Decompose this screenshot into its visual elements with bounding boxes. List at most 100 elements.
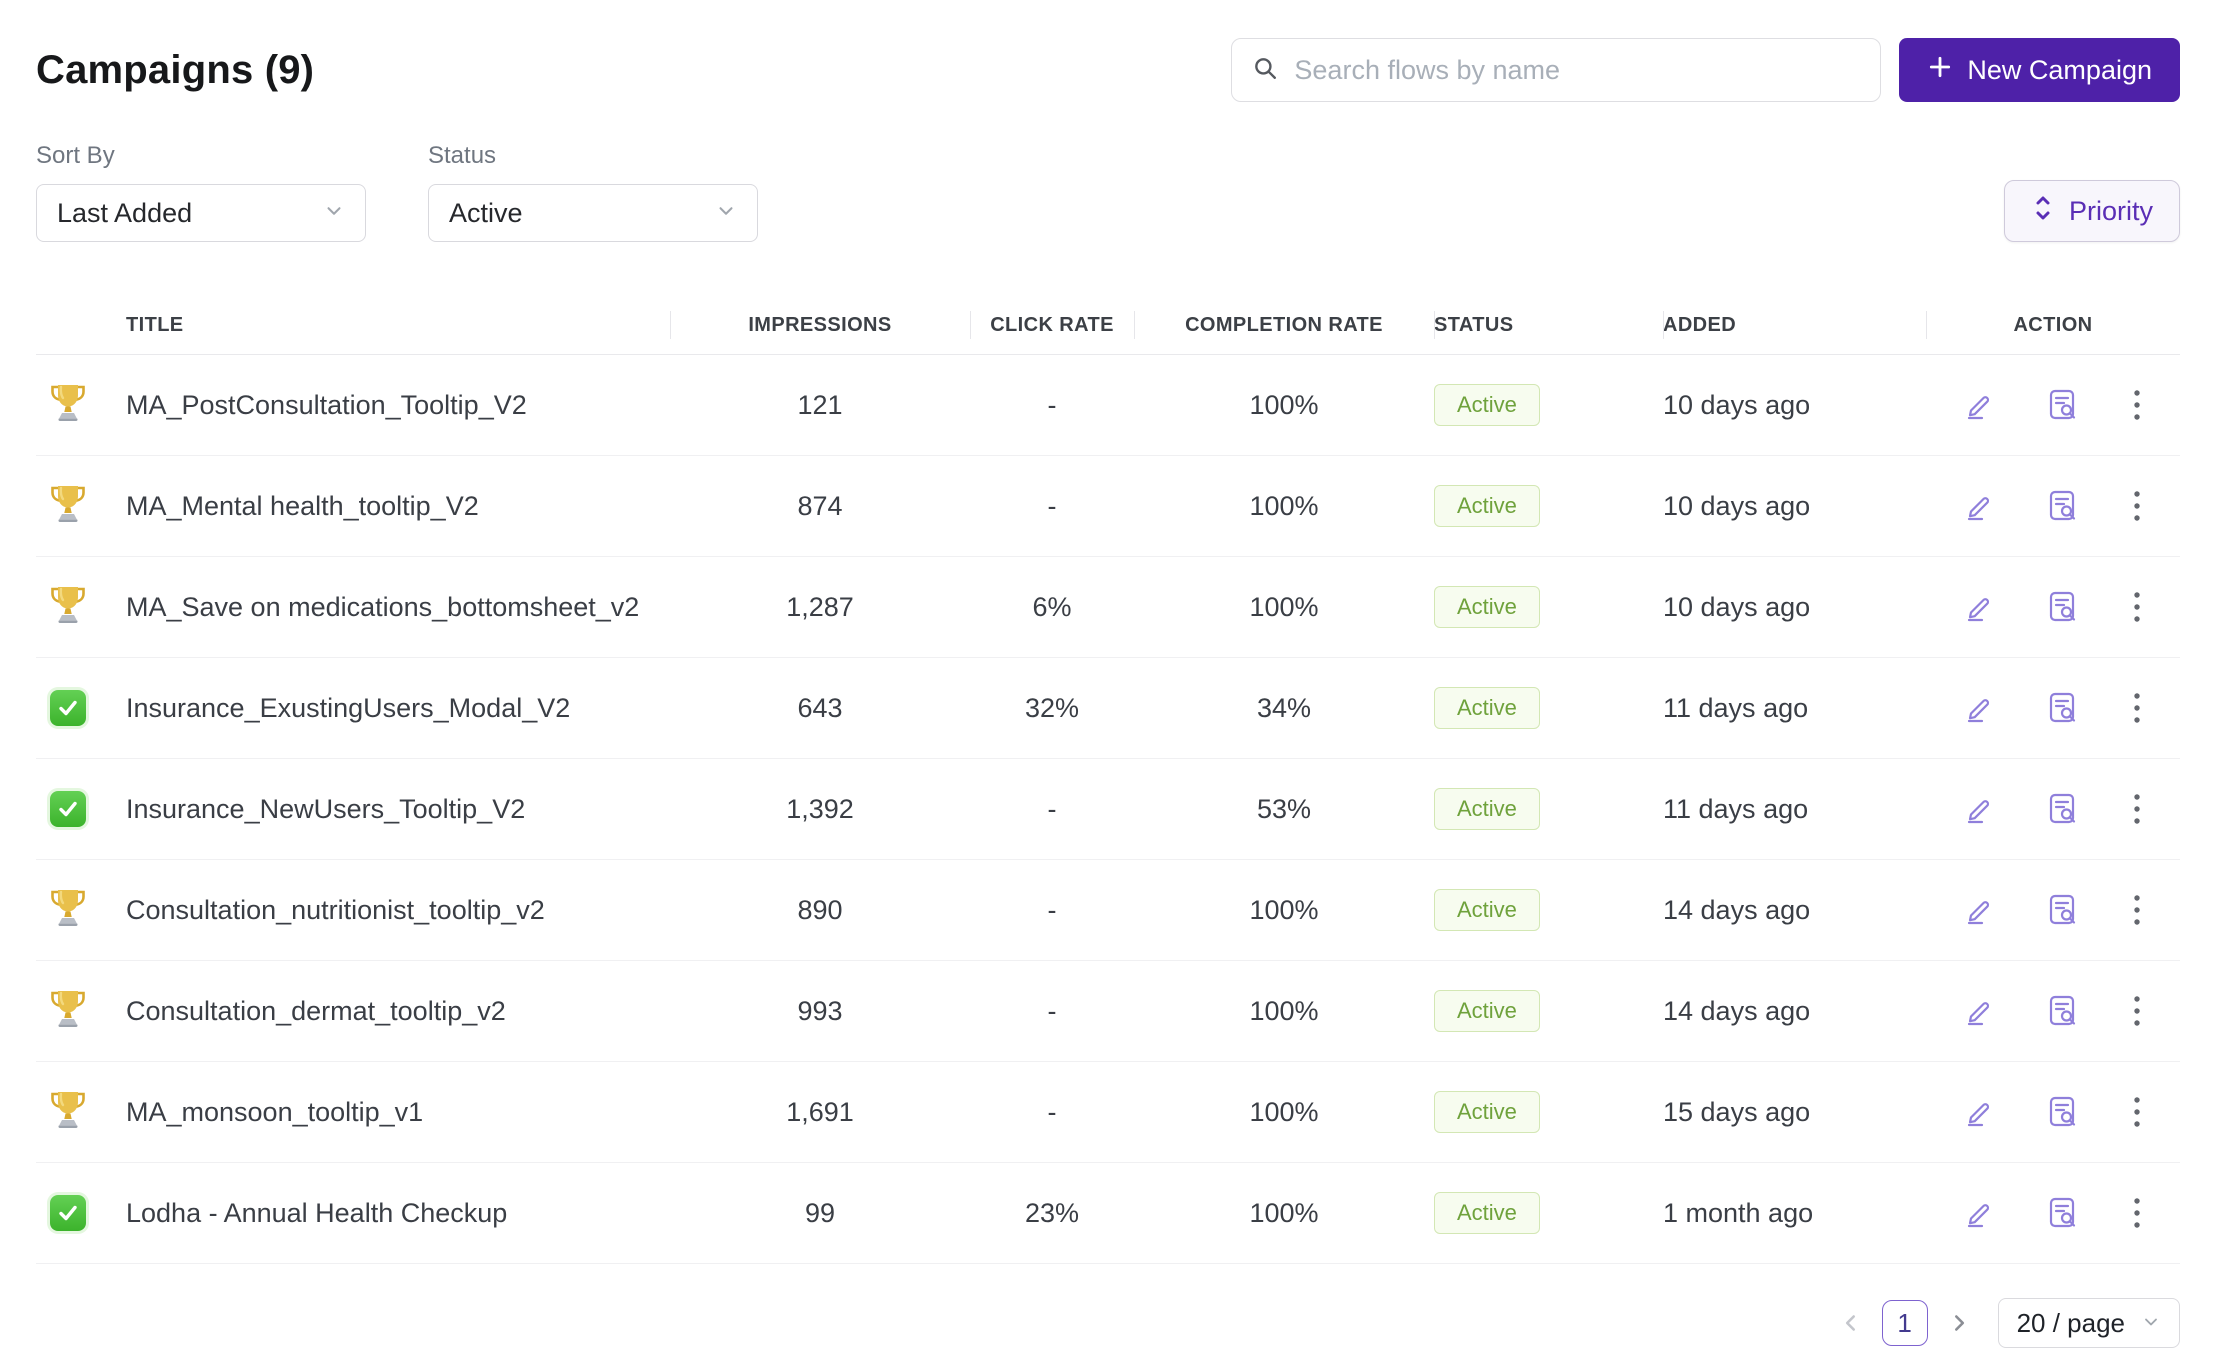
edit-button[interactable] — [1960, 1194, 1998, 1232]
completion-rate-value: 100% — [1249, 490, 1319, 521]
page-size-select[interactable]: 20 / page — [1997, 1298, 2180, 1348]
report-button[interactable] — [2044, 1193, 2082, 1234]
more-options-button[interactable] — [2128, 384, 2146, 426]
previous-page-button[interactable] — [1834, 1306, 1868, 1340]
edit-button[interactable] — [1960, 689, 1998, 727]
edit-button[interactable] — [1960, 386, 1998, 424]
campaign-title[interactable]: MA_Mental health_tooltip_V2 — [126, 490, 479, 521]
edit-button[interactable] — [1960, 487, 1998, 525]
campaign-title[interactable]: Consultation_nutritionist_tooltip_v2 — [126, 894, 545, 925]
impressions-value: 993 — [797, 995, 843, 1026]
status-filter-label: Status — [428, 142, 497, 169]
report-button[interactable] — [2044, 587, 2082, 628]
campaign-title[interactable]: MA_monsoon_tooltip_v1 — [126, 1096, 424, 1127]
status-badge: Active — [1434, 888, 1540, 932]
new-campaign-button[interactable]: New Campaign — [1899, 38, 2180, 102]
campaign-title[interactable]: Insurance_ExustingUsers_Modal_V2 — [126, 692, 571, 723]
table-row: MA_PostConsultation_Tooltip_V2 121 - 100… — [36, 355, 2180, 456]
check-icon — [50, 791, 86, 827]
edit-button[interactable] — [1960, 891, 1998, 929]
column-header-impressions: IMPRESSIONS — [670, 296, 970, 354]
impressions-value: 1,691 — [786, 1096, 854, 1127]
impressions-value: 1,287 — [786, 591, 854, 622]
added-value: 14 days ago — [1663, 995, 1811, 1026]
page-number-button[interactable]: 1 — [1881, 1300, 1928, 1346]
added-value: 11 days ago — [1663, 793, 1809, 824]
report-button[interactable] — [2044, 890, 2082, 931]
column-header-action: ACTION — [1926, 296, 2180, 354]
sort-by-select[interactable]: Last Added — [36, 184, 366, 242]
completion-rate-value: 100% — [1249, 894, 1319, 925]
more-options-button[interactable] — [2128, 485, 2146, 527]
added-value: 14 days ago — [1663, 894, 1811, 925]
pencil-icon — [1967, 1002, 1990, 1026]
status-badge: Active — [1434, 1191, 1540, 1235]
edit-button[interactable] — [1960, 1093, 1998, 1131]
click-rate-value: 32% — [1024, 692, 1080, 723]
action-cell — [1926, 384, 2180, 426]
action-cell — [1926, 990, 2180, 1032]
top-bar-right: New Campaign — [1231, 38, 2180, 102]
status-cell: Active — [1434, 557, 1663, 657]
chevron-down-icon — [323, 198, 345, 229]
campaign-title[interactable]: Consultation_dermat_tooltip_v2 — [126, 995, 506, 1026]
search-box[interactable] — [1231, 38, 1882, 102]
status-filter-value: Active — [449, 197, 523, 228]
report-button[interactable] — [2044, 789, 2082, 830]
table-row: MA_monsoon_tooltip_v1 1,691 - 100% Activ… — [36, 1062, 2180, 1163]
table-row: MA_Mental health_tooltip_V2 874 - 100% A… — [36, 456, 2180, 557]
chevron-left-icon — [1845, 1315, 1855, 1331]
campaign-title[interactable]: Lodha - Annual Health Checkup — [126, 1197, 508, 1228]
status-select[interactable]: Active — [428, 184, 758, 242]
top-bar: Campaigns (9) New Campaign — [36, 0, 2180, 102]
more-options-button[interactable] — [2128, 586, 2146, 628]
plus-icon — [1927, 54, 1953, 87]
report-button[interactable] — [2044, 991, 2082, 1032]
impressions-value: 890 — [797, 894, 843, 925]
report-button[interactable] — [2044, 1092, 2082, 1133]
sort-by-label: Sort By — [36, 142, 115, 169]
report-button[interactable] — [2044, 688, 2082, 729]
more-options-button[interactable] — [2128, 1091, 2146, 1133]
status-cell: Active — [1434, 961, 1663, 1061]
completion-rate-value: 100% — [1249, 389, 1319, 420]
action-cell — [1926, 586, 2180, 628]
pencil-icon — [1967, 396, 1990, 420]
next-page-button[interactable] — [1942, 1306, 1976, 1340]
vertical-ellipsis-icon — [2134, 1198, 2140, 1228]
pencil-icon — [1967, 901, 1990, 925]
status-cell: Active — [1434, 355, 1663, 455]
pencil-icon — [1967, 497, 1990, 521]
sort-by-value: Last Added — [57, 197, 193, 228]
report-button[interactable] — [2044, 385, 2082, 426]
vertical-ellipsis-icon — [2134, 996, 2140, 1026]
edit-button[interactable] — [1960, 790, 1998, 828]
more-options-button[interactable] — [2128, 889, 2146, 931]
campaign-icon-cell — [36, 961, 100, 1061]
campaign-title[interactable]: MA_PostConsultation_Tooltip_V2 — [126, 389, 527, 420]
action-cell — [1926, 687, 2180, 729]
click-rate-value: 23% — [1024, 1197, 1080, 1228]
report-button[interactable] — [2044, 486, 2082, 527]
column-header-completion-rate: COMPLETION RATE — [1134, 296, 1434, 354]
action-cell — [1926, 485, 2180, 527]
campaign-title[interactable]: MA_Save on medications_bottomsheet_v2 — [126, 591, 640, 622]
search-input[interactable] — [1292, 53, 1861, 87]
more-options-button[interactable] — [2128, 788, 2146, 830]
more-options-button[interactable] — [2128, 687, 2146, 729]
priority-button[interactable]: Priority — [2003, 180, 2180, 242]
impressions-value: 874 — [797, 490, 843, 521]
campaign-title[interactable]: Insurance_NewUsers_Tooltip_V2 — [126, 793, 526, 824]
click-rate-value: - — [1047, 894, 1057, 925]
more-options-button[interactable] — [2128, 990, 2146, 1032]
pencil-icon — [1967, 699, 1990, 723]
more-options-button[interactable] — [2128, 1192, 2146, 1234]
edit-button[interactable] — [1960, 992, 1998, 1030]
status-badge: Active — [1434, 787, 1540, 831]
impressions-value: 643 — [797, 692, 843, 723]
column-header-icon — [36, 296, 100, 354]
table-row: Insurance_ExustingUsers_Modal_V2 643 32%… — [36, 658, 2180, 759]
impressions-value: 1,392 — [786, 793, 854, 824]
table-header: TITLE IMPRESSIONS CLICK RATE COMPLETION … — [36, 296, 2180, 355]
edit-button[interactable] — [1960, 588, 1998, 626]
